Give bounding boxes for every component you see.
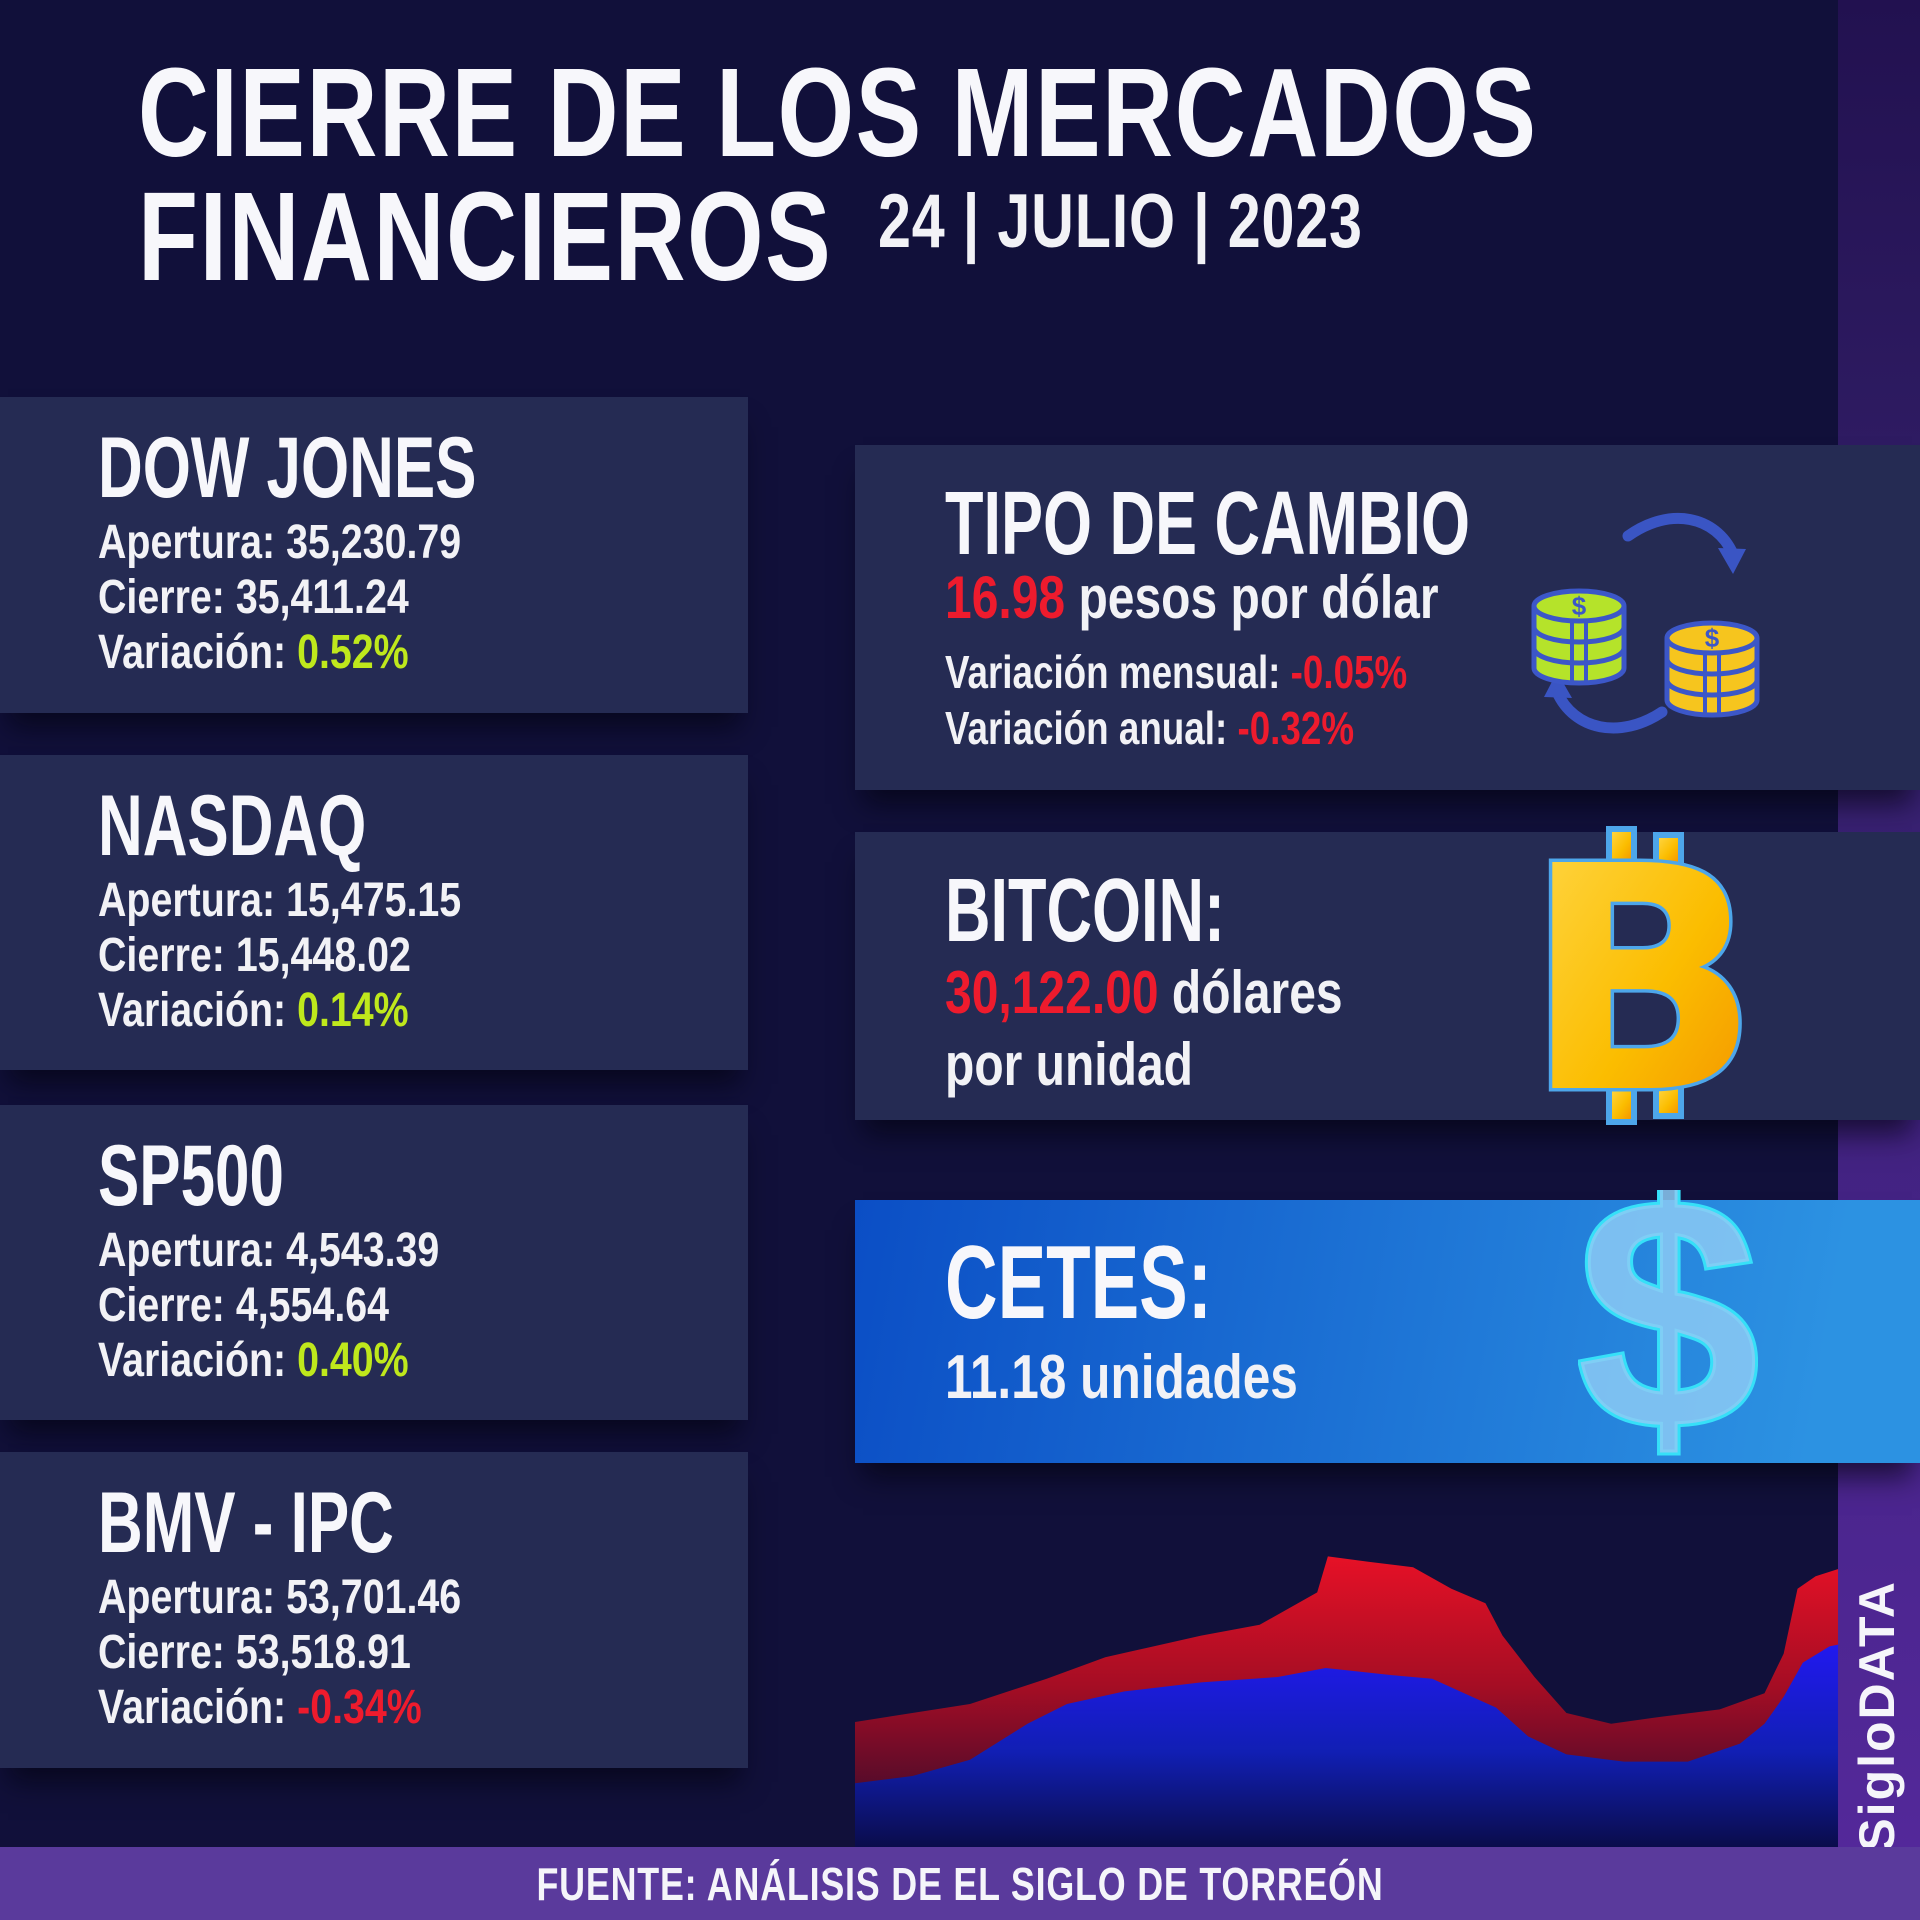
market-area-chart — [855, 1488, 1920, 1848]
bitcoin-price-line: 30,122.00 dólares — [945, 959, 1343, 1026]
cierre-row: Cierre: 4,554.64 — [98, 1279, 390, 1332]
date-label: 24 | JULIO | 2023 — [878, 179, 1363, 264]
panel-title: BITCOIN: — [945, 861, 1225, 961]
brand-vertical-label: SigloDATA — [1849, 1580, 1905, 1852]
footer-source-bar: FUENTE: ANÁLISIS DE EL SIGLO DE TORREÓN — [0, 1847, 1920, 1920]
index-card-nasdaq: NASDAQ Apertura: 15,475.15 Cierre: 15,44… — [0, 755, 748, 1070]
apertura-row: Apertura: 4,543.39 — [98, 1224, 440, 1277]
exchange-rate-panel: TIPO DE CAMBIO 16.98 pesos por dólar Var… — [855, 445, 1920, 790]
index-name: DOW JONES — [98, 420, 477, 516]
green-coin-stack: $ — [1531, 588, 1627, 686]
page-title-line2: FINANCIEROS — [138, 166, 833, 307]
svg-text:$: $ — [1578, 1190, 1758, 1474]
page-title-line1: CIERRE DE LOS MERCADOS — [138, 42, 1538, 183]
panel-title: TIPO DE CAMBIO — [945, 474, 1471, 574]
apertura-row: Apertura: 15,475.15 — [98, 874, 462, 927]
monthly-variation-line: Variación mensual: -0.05% — [945, 646, 1408, 698]
svg-text:$: $ — [1572, 591, 1587, 621]
index-name: BMV - IPC — [98, 1475, 394, 1571]
index-name: SP500 — [98, 1128, 284, 1224]
apertura-row: Apertura: 35,230.79 — [98, 516, 462, 569]
currency-exchange-icon: $ $ — [1531, 512, 1760, 734]
bitcoin-icon: B — [1520, 826, 1764, 1126]
cierre-row: Cierre: 15,448.02 — [98, 929, 411, 982]
variacion-row: Variación: -0.34% — [98, 1681, 422, 1734]
variacion-row: Variación: 0.40% — [98, 1334, 409, 1387]
cetes-value-line: 11.18 unidades — [945, 1343, 1298, 1412]
gold-coin-stack: $ — [1664, 620, 1760, 718]
annual-variation-line: Variación anual: -0.32% — [945, 702, 1355, 754]
cierre-row: Cierre: 53,518.91 — [98, 1626, 411, 1679]
cierre-row: Cierre: 35,411.24 — [98, 571, 409, 624]
index-card-bmv-ipc: BMV - IPC Apertura: 53,701.46 Cierre: 53… — [0, 1452, 748, 1768]
svg-text:B: B — [1524, 826, 1760, 1126]
variacion-row: Variación: 0.14% — [98, 984, 409, 1037]
bitcoin-unit-line: por unidad — [945, 1031, 1193, 1098]
bitcoin-panel: BITCOIN: 30,122.00 dólares por unidad — [855, 832, 1920, 1120]
apertura-row: Apertura: 53,701.46 — [98, 1571, 462, 1624]
index-card-dow-jones: DOW JONES Apertura: 35,230.79 Cierre: 35… — [0, 397, 748, 713]
svg-text:$: $ — [1705, 623, 1720, 653]
exchange-rate-line: 16.98 pesos por dólar — [945, 564, 1439, 631]
dollar-sign-icon: $ — [1578, 1190, 1758, 1474]
variacion-row: Variación: 0.52% — [98, 626, 409, 679]
cetes-panel: CETES: 11.18 unidades — [855, 1200, 1920, 1463]
index-card-sp500: SP500 Apertura: 4,543.39 Cierre: 4,554.6… — [0, 1105, 748, 1420]
index-name: NASDAQ — [98, 778, 367, 874]
source-label: FUENTE: ANÁLISIS DE EL SIGLO DE TORREÓN — [536, 1857, 1384, 1910]
panel-title: CETES: — [945, 1225, 1212, 1341]
